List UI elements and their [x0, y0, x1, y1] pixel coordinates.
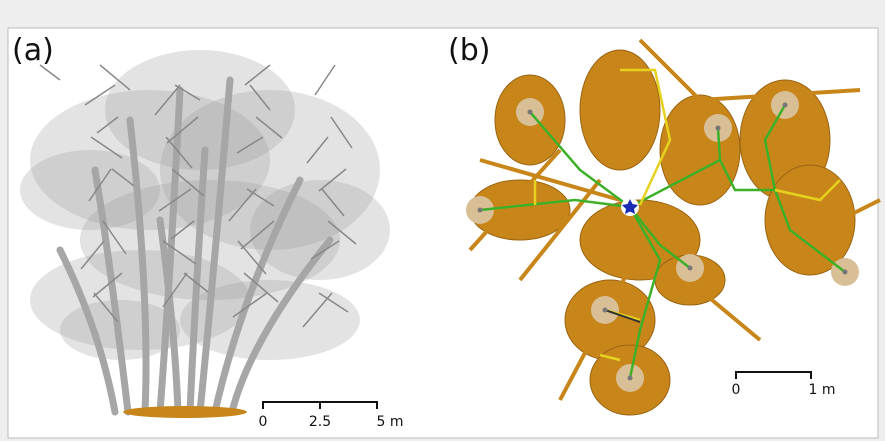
figure: (a) (b) 0 2.5 5 m 0 1 m	[0, 0, 885, 441]
scale-label: 0	[259, 414, 268, 430]
scale-label: 0	[732, 382, 741, 398]
scale-label: 1 m	[809, 382, 836, 398]
roots	[123, 406, 247, 418]
root-mass	[580, 50, 660, 170]
scale-label: 5 m	[377, 414, 404, 430]
stem-point	[843, 270, 848, 275]
stem-point	[688, 266, 693, 271]
stem-point	[478, 208, 483, 213]
stem-point	[783, 103, 788, 108]
stem-point	[628, 376, 633, 381]
stem-point	[603, 308, 608, 313]
panel-label: (a)	[12, 33, 54, 68]
scale-label: 2.5	[309, 414, 331, 430]
stem-point	[528, 110, 533, 115]
panel-label: (b)	[448, 33, 490, 68]
page: (a) (b) 0 2.5 5 m 0 1 m (() => { const d…	[0, 0, 885, 441]
stem-point	[716, 126, 721, 131]
root-mass	[660, 95, 740, 205]
